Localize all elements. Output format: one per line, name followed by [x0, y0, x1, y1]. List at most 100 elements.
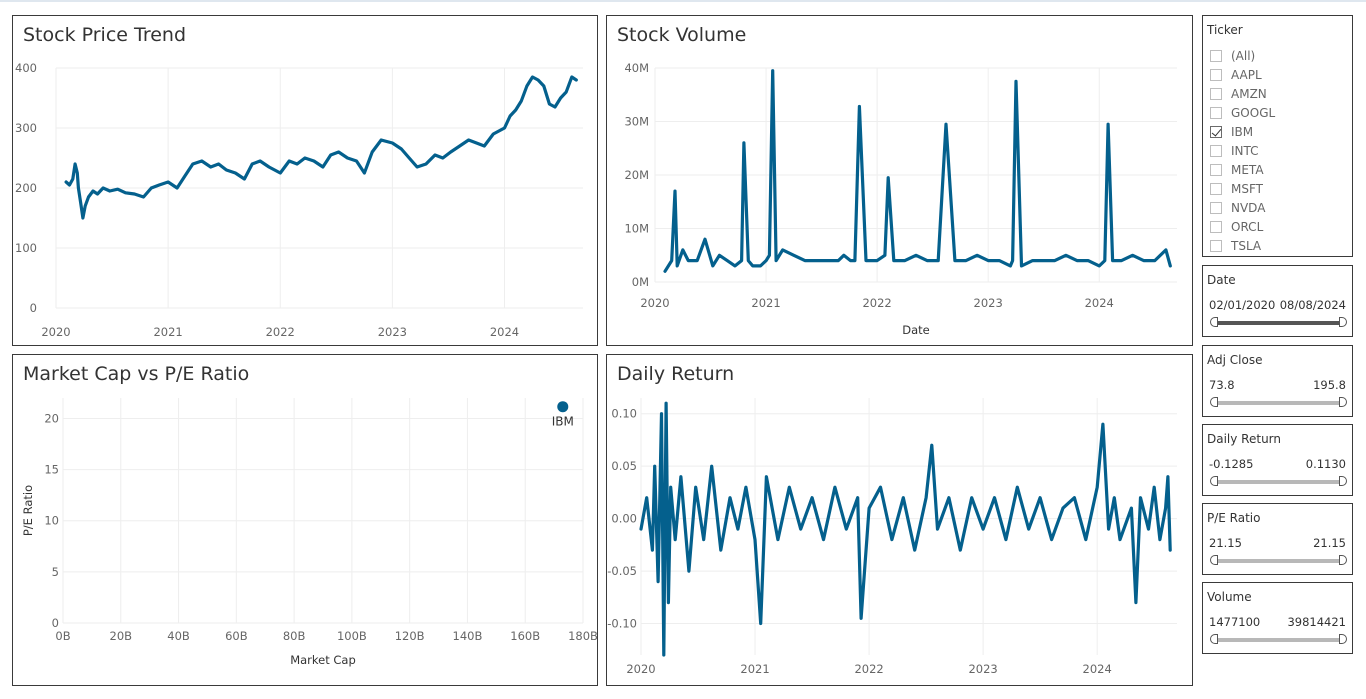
ticker-option-label: AMZN — [1231, 86, 1267, 101]
ticker-option-label: MSFT — [1231, 181, 1263, 196]
daily-return-chart[interactable]: -0.10 -0.05 0.00 0.05 0.10 2020 2021 2022 2023 20… — [607, 355, 1194, 687]
ticker-option[interactable]: MSFT — [1210, 179, 1275, 198]
y-tick-label: 0 — [52, 616, 59, 630]
ticker-filter-title: Ticker — [1207, 23, 1243, 37]
ticker-option-label: IBM — [1231, 124, 1254, 139]
series-line[interactable] — [639, 401, 1172, 657]
adj-close-filter-min: 73.8 — [1209, 378, 1235, 392]
stock-volume-chart[interactable]: 0M 10M 20M 30M 40M 2020 2021 2022 2023 2024 Date — [607, 16, 1194, 347]
ticker-option[interactable]: (All) — [1210, 46, 1275, 65]
daily-return-filter-title: Daily Return — [1207, 432, 1281, 446]
pe-ratio-slider-max-handle[interactable] — [1339, 555, 1347, 565]
x-axis-title: Market Cap — [290, 653, 356, 667]
ticker-option[interactable]: IBM — [1210, 122, 1275, 141]
y-tick-label: 0.00 — [611, 512, 637, 526]
daily-return-slider-max-handle[interactable] — [1339, 476, 1347, 486]
ticker-option[interactable]: INTC — [1210, 141, 1275, 160]
ticker-option-label: (All) — [1231, 48, 1256, 63]
series-line[interactable] — [663, 69, 1172, 273]
ticker-option[interactable]: NVDA — [1210, 198, 1275, 217]
stock-volume-title: Stock Volume — [617, 24, 747, 46]
x-tick-label: 140B — [453, 629, 483, 643]
x-tick-label: 20B — [110, 629, 133, 643]
y-tick-label: 0 — [30, 301, 37, 315]
ticker-option-label: AAPL — [1231, 67, 1262, 82]
daily-return-filter-min: -0.1285 — [1209, 457, 1254, 471]
ticker-checkbox[interactable] — [1210, 144, 1222, 157]
ticker-option[interactable]: ORCL — [1210, 217, 1275, 236]
y-tick-label: 20 — [44, 411, 59, 425]
y-tick-label: 0.05 — [611, 459, 637, 473]
ticker-checkbox[interactable] — [1210, 49, 1222, 62]
adj-close-slider-min-handle[interactable] — [1210, 397, 1218, 407]
date-filter-max: 08/08/2024 — [1279, 298, 1346, 312]
date-slider-max-handle[interactable] — [1339, 317, 1347, 327]
y-tick-label: 100 — [15, 241, 37, 255]
ticker-option[interactable]: AMZN — [1210, 84, 1275, 103]
price-trend-chart[interactable]: 0 100 200 300 400 2020 2021 2022 2023 2024 — [13, 16, 599, 347]
x-tick-label: 80B — [283, 629, 306, 643]
ticker-checkbox[interactable] — [1210, 106, 1222, 119]
pe-ratio-slider-min-handle[interactable] — [1210, 555, 1218, 565]
ticker-option[interactable]: TSLA — [1210, 236, 1275, 255]
volume-filter-max: 39814421 — [1287, 615, 1346, 629]
daily-return-slider-min-handle[interactable] — [1210, 476, 1218, 486]
ticker-checkbox[interactable] — [1210, 125, 1222, 138]
x-tick-label: 2023 — [974, 296, 1003, 310]
y-tick-label: 200 — [15, 181, 37, 195]
x-tick-label: 2024 — [490, 325, 519, 339]
y-tick-label: -0.05 — [607, 564, 637, 578]
ticker-option[interactable]: META — [1210, 160, 1275, 179]
ticker-checkbox[interactable] — [1210, 182, 1222, 195]
volume-slider-min-handle[interactable] — [1210, 634, 1218, 644]
ticker-checkbox[interactable] — [1210, 68, 1222, 81]
volume-filter-title: Volume — [1207, 590, 1252, 604]
ticker-option[interactable]: GOOGL — [1210, 103, 1275, 122]
daily-return-filter-max: 0.1130 — [1305, 457, 1346, 471]
y-tick-label: 0M — [632, 275, 649, 289]
adj-close-filter: Adj Close 73.8 195.8 — [1202, 345, 1353, 417]
x-tick-label: 2022 — [266, 325, 295, 339]
ticker-checkbox[interactable] — [1210, 220, 1222, 233]
adj-close-slider-track[interactable] — [1213, 401, 1344, 405]
marketcap-pe-panel: Market Cap vs P/E Ratio 0 5 10 15 20 0B 20B 40B… — [12, 354, 598, 686]
x-tick-label: 2024 — [1085, 296, 1114, 310]
pe-ratio-slider-track[interactable] — [1213, 559, 1344, 563]
y-tick-label: 30M — [624, 115, 649, 129]
adj-close-filter-title: Adj Close — [1207, 353, 1263, 367]
y-tick-label: 300 — [15, 121, 37, 135]
marketcap-pe-chart[interactable]: 0 5 10 15 20 0B 20B 40B 60B 80B 100B 120B 140B 160B 18… — [13, 355, 599, 687]
x-tick-label: 100B — [337, 629, 367, 643]
series-line[interactable] — [64, 75, 578, 220]
x-tick-label: 2024 — [1083, 662, 1112, 676]
x-tick-label: 2020 — [640, 296, 669, 310]
ticker-option-label: ORCL — [1231, 219, 1264, 234]
ticker-option[interactable]: AAPL — [1210, 65, 1275, 84]
volume-slider-track[interactable] — [1213, 638, 1344, 642]
x-tick-label: 2021 — [740, 662, 769, 676]
stock-volume-panel: Stock Volume 0M 10M 20M 30M 40M 2020 2021 2022 2… — [606, 15, 1193, 346]
top-divider — [0, 0, 1366, 2]
ticker-checkbox[interactable] — [1210, 239, 1222, 252]
ticker-checkbox[interactable] — [1210, 201, 1222, 214]
y-tick-label: 15 — [44, 463, 59, 477]
daily-return-slider-track[interactable] — [1213, 480, 1344, 484]
ticker-checkbox[interactable] — [1210, 163, 1222, 176]
date-slider-track[interactable] — [1213, 321, 1344, 325]
scatter-point-label: IBM — [552, 415, 574, 429]
x-tick-label: 160B — [510, 629, 540, 643]
ticker-option-label: GOOGL — [1231, 105, 1276, 120]
date-slider-min-handle[interactable] — [1210, 317, 1218, 327]
scatter-point[interactable] — [557, 401, 569, 413]
y-tick-label: 20M — [624, 168, 649, 182]
x-tick-label: 2020 — [41, 325, 70, 339]
date-filter-min: 02/01/2020 — [1209, 298, 1276, 312]
x-tick-label: 2020 — [626, 662, 655, 676]
x-tick-label: 2023 — [378, 325, 407, 339]
ticker-option-label: TSLA — [1231, 238, 1262, 253]
adj-close-slider-max-handle[interactable] — [1339, 397, 1347, 407]
y-tick-label: 5 — [52, 565, 59, 579]
volume-slider-max-handle[interactable] — [1339, 634, 1347, 644]
y-tick-label: 0.10 — [611, 407, 637, 421]
ticker-checkbox[interactable] — [1210, 87, 1222, 100]
